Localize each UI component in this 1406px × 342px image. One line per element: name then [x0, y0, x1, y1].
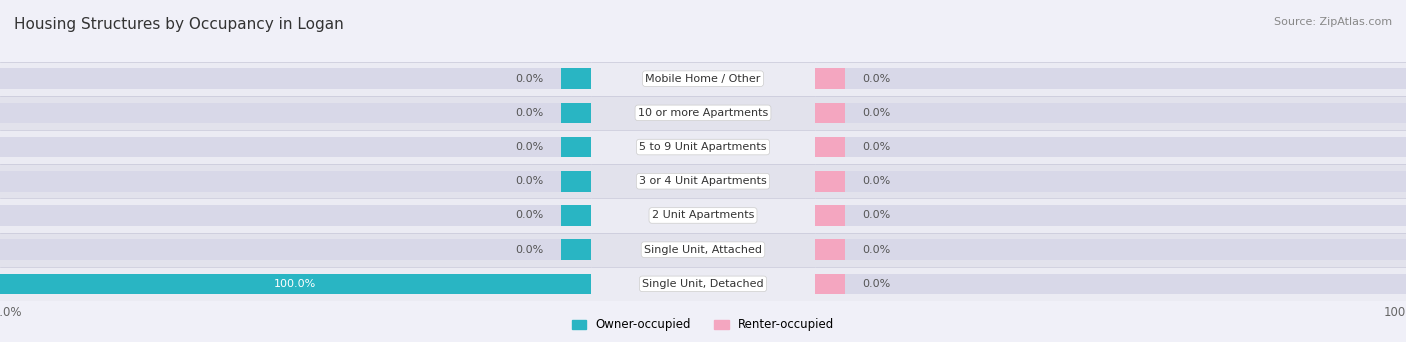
Text: 3 or 4 Unit Apartments: 3 or 4 Unit Apartments: [640, 176, 766, 186]
Bar: [815, 68, 1406, 89]
Bar: [561, 239, 591, 260]
Text: 0.0%: 0.0%: [515, 108, 543, 118]
Bar: [0, 267, 1406, 301]
Bar: [0, 267, 1181, 301]
Text: 0.0%: 0.0%: [515, 245, 543, 255]
Bar: [815, 239, 1406, 260]
Bar: [815, 274, 845, 294]
Bar: [0, 171, 591, 192]
Bar: [0, 103, 591, 123]
Bar: [225, 164, 1406, 198]
Bar: [0, 137, 591, 157]
Bar: [815, 274, 1406, 294]
Bar: [0, 274, 591, 294]
Bar: [225, 62, 1406, 96]
Bar: [0, 96, 1406, 130]
Bar: [815, 68, 845, 89]
Bar: [225, 96, 1406, 130]
Text: 100.0%: 100.0%: [274, 279, 316, 289]
Bar: [561, 68, 591, 89]
Text: 10 or more Apartments: 10 or more Apartments: [638, 108, 768, 118]
Bar: [561, 137, 591, 157]
Bar: [0, 130, 1406, 164]
Bar: [0, 164, 1181, 198]
Legend: Owner-occupied, Renter-occupied: Owner-occupied, Renter-occupied: [567, 314, 839, 336]
Bar: [561, 205, 591, 226]
Bar: [815, 171, 845, 192]
Bar: [815, 103, 1406, 123]
Bar: [815, 205, 1406, 226]
Text: 0.0%: 0.0%: [515, 176, 543, 186]
Text: 0.0%: 0.0%: [863, 74, 891, 84]
Text: Source: ZipAtlas.com: Source: ZipAtlas.com: [1274, 17, 1392, 27]
Bar: [0, 130, 1181, 164]
Text: Housing Structures by Occupancy in Logan: Housing Structures by Occupancy in Logan: [14, 17, 344, 32]
Bar: [815, 239, 845, 260]
Bar: [0, 164, 1406, 198]
Text: Single Unit, Detached: Single Unit, Detached: [643, 279, 763, 289]
Text: 0.0%: 0.0%: [515, 210, 543, 221]
Text: 0.0%: 0.0%: [863, 245, 891, 255]
Bar: [0, 62, 1181, 96]
Text: 0.0%: 0.0%: [863, 142, 891, 152]
Text: 0.0%: 0.0%: [863, 279, 891, 289]
Bar: [561, 103, 591, 123]
Text: 0.0%: 0.0%: [863, 210, 891, 221]
Bar: [815, 137, 1406, 157]
Bar: [0, 274, 591, 294]
Bar: [0, 205, 591, 226]
Bar: [225, 130, 1406, 164]
Text: 5 to 9 Unit Apartments: 5 to 9 Unit Apartments: [640, 142, 766, 152]
Bar: [0, 233, 1406, 267]
Bar: [815, 103, 845, 123]
Bar: [225, 267, 1406, 301]
Bar: [0, 233, 1181, 267]
Text: 2 Unit Apartments: 2 Unit Apartments: [652, 210, 754, 221]
Text: 0.0%: 0.0%: [515, 142, 543, 152]
Text: Mobile Home / Other: Mobile Home / Other: [645, 74, 761, 84]
Bar: [815, 205, 845, 226]
Text: Single Unit, Attached: Single Unit, Attached: [644, 245, 762, 255]
Text: 0.0%: 0.0%: [863, 108, 891, 118]
Bar: [561, 171, 591, 192]
Text: 0.0%: 0.0%: [515, 74, 543, 84]
Bar: [0, 96, 1181, 130]
Bar: [0, 198, 1406, 233]
Bar: [0, 198, 1181, 233]
Bar: [0, 68, 591, 89]
Bar: [0, 62, 1406, 96]
Bar: [225, 233, 1406, 267]
Bar: [815, 137, 845, 157]
Bar: [0, 239, 591, 260]
Bar: [225, 198, 1406, 233]
Text: 0.0%: 0.0%: [863, 176, 891, 186]
Bar: [815, 171, 1406, 192]
